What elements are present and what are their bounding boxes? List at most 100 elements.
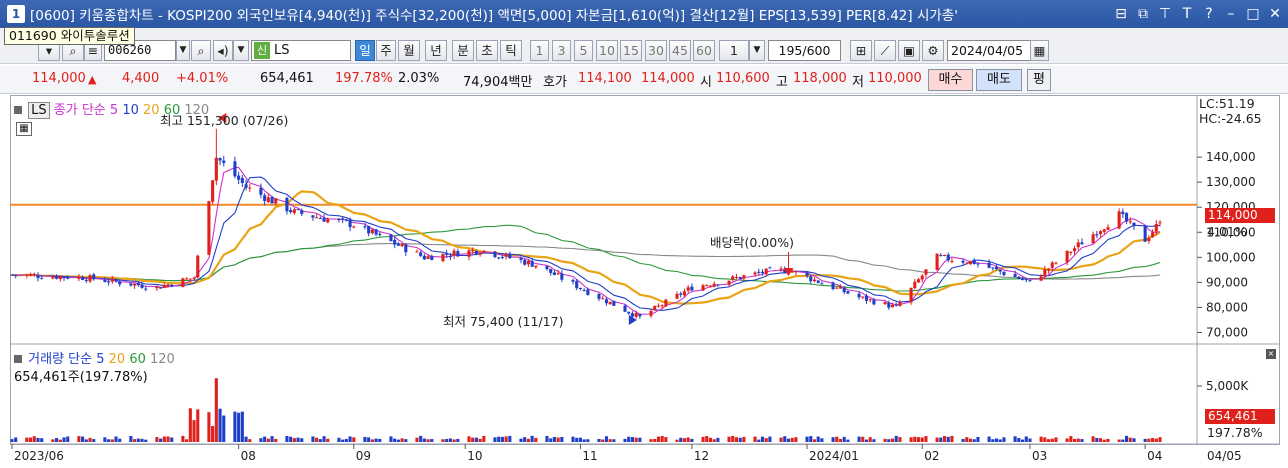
volume-bar bbox=[601, 439, 605, 442]
period-day-button[interactable]: 일 bbox=[355, 40, 375, 61]
volume-bar bbox=[344, 439, 348, 442]
minute-option-10[interactable]: 10 bbox=[596, 40, 618, 61]
buy-button[interactable]: 매수 bbox=[928, 69, 973, 91]
volume-bar bbox=[835, 436, 839, 442]
period-tick-button[interactable]: 틱 bbox=[500, 40, 522, 61]
volume-bar bbox=[430, 439, 434, 442]
candle-body bbox=[1106, 227, 1110, 230]
volume-bar bbox=[790, 437, 794, 442]
volume-bar bbox=[1106, 438, 1110, 442]
candle-body bbox=[608, 301, 612, 305]
sound-dropdown-icon[interactable]: ▼ bbox=[233, 40, 249, 61]
candle-body bbox=[526, 260, 530, 265]
volume-bar bbox=[571, 436, 575, 442]
candle-body bbox=[656, 305, 660, 307]
candle-body bbox=[578, 287, 582, 289]
volume-bar bbox=[578, 437, 582, 442]
candle-body bbox=[441, 253, 445, 262]
draw-tool-icon[interactable]: ⟋ bbox=[874, 40, 896, 61]
volume-legend-ma20: 20 bbox=[108, 352, 126, 367]
stock-group-dropdown[interactable]: ▾ bbox=[38, 40, 60, 61]
data-count-field[interactable]: 195/600 bbox=[768, 40, 841, 61]
x-tick-label: 2023/06 bbox=[14, 449, 64, 463]
period-minute-button[interactable]: 분 bbox=[452, 40, 474, 61]
calendar-icon[interactable]: ▦ bbox=[1030, 40, 1049, 61]
sound-icon[interactable]: ◂) bbox=[213, 40, 233, 61]
multiplier-dropdown-icon[interactable]: ▼ bbox=[749, 40, 765, 61]
candle-body bbox=[185, 278, 189, 280]
evaluate-button[interactable]: 평 bbox=[1027, 69, 1051, 91]
minute-option-45[interactable]: 45 bbox=[669, 40, 691, 61]
indicator-name: LS bbox=[274, 43, 290, 58]
minute-option-5[interactable]: 5 bbox=[574, 40, 593, 61]
volume-bar bbox=[400, 438, 404, 442]
low-annotation: 최저 75,400 (11/17) bbox=[443, 314, 564, 329]
period-year-button[interactable]: 년 bbox=[425, 40, 447, 61]
date-field[interactable]: 2024/04/05 bbox=[947, 40, 1049, 61]
candle-body bbox=[240, 178, 244, 183]
volume-bar bbox=[656, 436, 660, 442]
pin-icon[interactable]: ⊤ bbox=[1158, 6, 1172, 22]
volume-bar bbox=[664, 437, 668, 442]
save-icon[interactable]: ▣ bbox=[898, 40, 920, 61]
period-week-button[interactable]: 주 bbox=[376, 40, 396, 61]
volume-bar bbox=[1017, 438, 1021, 442]
layout-icon[interactable]: ⊟ bbox=[1115, 6, 1127, 22]
volume-bar bbox=[322, 436, 326, 442]
volume-bar bbox=[1013, 436, 1017, 442]
last-volume-pct: 197.78% bbox=[1207, 425, 1263, 440]
candle-body bbox=[764, 268, 768, 275]
candle-body bbox=[396, 243, 400, 246]
close-pane-icon[interactable]: × bbox=[1266, 349, 1276, 359]
candle-body bbox=[58, 276, 62, 280]
candle-body bbox=[916, 279, 921, 283]
minute-option-60[interactable]: 60 bbox=[693, 40, 715, 61]
maximize-icon[interactable]: □ bbox=[1246, 6, 1260, 22]
volume-bar bbox=[946, 436, 950, 442]
candle-body bbox=[653, 306, 657, 311]
volume-bar bbox=[25, 437, 29, 442]
candle-body bbox=[961, 260, 965, 263]
period-month-button[interactable]: 월 bbox=[398, 40, 420, 61]
period-second-button[interactable]: 초 bbox=[476, 40, 498, 61]
candle-body bbox=[738, 277, 742, 279]
volume-bar bbox=[393, 438, 397, 442]
candle-body bbox=[965, 263, 969, 265]
volume-bar bbox=[259, 438, 263, 442]
y-tick-label: 90,000 bbox=[1206, 275, 1248, 289]
volume-bar bbox=[1072, 438, 1077, 442]
x-tick-label: 02 bbox=[924, 449, 939, 463]
minute-option-30[interactable]: 30 bbox=[645, 40, 667, 61]
indicator-name-field[interactable]: 신 LS bbox=[251, 40, 351, 61]
window-icon[interactable]: 1 bbox=[7, 5, 25, 23]
restore-split-icon[interactable]: ⧉ bbox=[1138, 6, 1148, 22]
sell-button[interactable]: 매도 bbox=[976, 69, 1022, 91]
minute-option-15[interactable]: 15 bbox=[620, 40, 642, 61]
help-icon[interactable]: ? bbox=[1205, 6, 1213, 22]
up-arrow-icon: ▲ bbox=[88, 73, 97, 86]
candle-body bbox=[88, 275, 92, 282]
candle-body bbox=[638, 313, 642, 317]
stock-code-input[interactable]: 006260 bbox=[104, 40, 176, 61]
code-dropdown-icon[interactable]: ▼ bbox=[176, 40, 190, 61]
volume-bar bbox=[289, 436, 293, 442]
candle-body bbox=[1125, 213, 1129, 222]
close-icon[interactable]: ✕ bbox=[1269, 6, 1281, 22]
minimize-icon[interactable]: – bbox=[1227, 6, 1235, 22]
indicator-label[interactable]: LS bbox=[28, 102, 50, 119]
crosshair-icon[interactable]: ⊞ bbox=[850, 40, 872, 61]
volume-bar bbox=[315, 437, 319, 442]
gear-icon[interactable]: ⚙ bbox=[922, 40, 944, 61]
search-icon[interactable]: ⌕ bbox=[191, 40, 211, 61]
minute-option-3[interactable]: 3 bbox=[552, 40, 571, 61]
volume-bar bbox=[274, 438, 278, 442]
volume-bar bbox=[326, 438, 330, 442]
minute-option-1[interactable]: 1 bbox=[530, 40, 549, 61]
text-icon[interactable]: T bbox=[1182, 6, 1192, 22]
candle-body bbox=[560, 273, 564, 280]
volume-bar bbox=[816, 436, 820, 442]
volume-bar bbox=[118, 438, 122, 442]
multiplier-select[interactable]: 1 bbox=[719, 40, 749, 61]
table-view-icon[interactable]: ▦ bbox=[16, 122, 32, 136]
